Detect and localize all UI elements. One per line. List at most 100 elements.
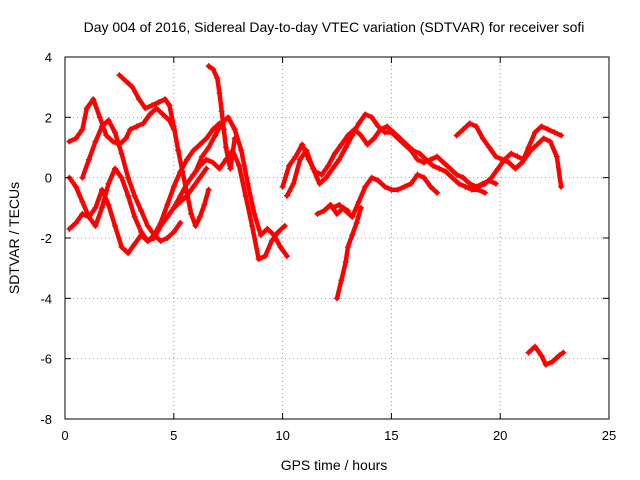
data-point xyxy=(514,153,521,160)
series-pass-2 xyxy=(116,72,212,229)
data-point xyxy=(549,358,556,365)
data-point xyxy=(434,189,441,196)
data-point xyxy=(149,102,156,109)
data-point xyxy=(72,183,79,190)
data-point xyxy=(375,123,382,130)
data-point xyxy=(223,144,230,151)
data-point xyxy=(72,219,79,226)
data-point xyxy=(218,120,225,127)
y-tick-label: -2 xyxy=(40,231,52,246)
y-tick-label: 4 xyxy=(45,50,52,65)
series-pass-7 xyxy=(170,147,288,263)
data-point xyxy=(72,135,79,142)
data-point xyxy=(236,162,243,169)
data-point xyxy=(338,141,345,148)
data-point xyxy=(209,159,216,166)
data-point xyxy=(170,183,177,190)
data-point xyxy=(340,204,347,211)
series-pass-12 xyxy=(314,201,351,217)
data-point xyxy=(223,156,230,163)
data-point xyxy=(157,222,164,229)
series-trace xyxy=(67,166,209,256)
data-point xyxy=(368,174,375,181)
data-point xyxy=(112,222,119,229)
data-point xyxy=(177,192,184,199)
data-point xyxy=(297,156,304,163)
data-point xyxy=(521,156,528,163)
data-point xyxy=(212,132,219,139)
data-point xyxy=(486,144,493,151)
data-point xyxy=(112,129,119,136)
data-point xyxy=(155,99,162,106)
data-point xyxy=(249,222,256,229)
data-point xyxy=(427,183,434,190)
data-point xyxy=(423,156,430,163)
data-point xyxy=(401,183,408,190)
series-pass-16 xyxy=(525,343,567,368)
data-point xyxy=(214,75,221,82)
data-point xyxy=(190,171,197,178)
data-point xyxy=(403,141,410,148)
data-point xyxy=(505,159,512,166)
data-point xyxy=(146,111,153,118)
y-axis-label: SDTVAR / TECUs xyxy=(6,182,22,294)
y-tick-label: -4 xyxy=(40,291,52,306)
data-point xyxy=(414,171,421,178)
data-point xyxy=(196,174,203,181)
data-point xyxy=(157,238,164,245)
data-point xyxy=(434,153,441,160)
data-point xyxy=(299,141,306,148)
data-point xyxy=(205,186,212,193)
data-point xyxy=(177,168,184,175)
data-point xyxy=(190,183,197,190)
data-point xyxy=(131,213,138,220)
x-tick-label: 20 xyxy=(493,428,507,443)
data-point xyxy=(209,66,216,73)
data-point xyxy=(534,141,541,148)
data-point xyxy=(79,126,86,133)
data-point xyxy=(203,135,210,142)
data-point xyxy=(481,180,488,187)
data-point xyxy=(244,180,251,187)
data-point xyxy=(122,78,129,85)
data-point xyxy=(125,174,132,181)
data-point xyxy=(329,165,336,172)
data-point xyxy=(85,213,92,220)
y-tick-label: 2 xyxy=(45,110,52,125)
data-point xyxy=(314,210,321,217)
data-point xyxy=(453,132,460,139)
data-point xyxy=(479,135,486,142)
data-point xyxy=(292,153,299,160)
data-point xyxy=(466,180,473,187)
data-point xyxy=(118,244,125,251)
data-point xyxy=(334,295,340,302)
data-point xyxy=(542,361,549,368)
data-point xyxy=(449,174,456,181)
data-point xyxy=(83,105,90,112)
data-point xyxy=(175,147,182,154)
data-point xyxy=(192,222,199,229)
series-pass-8 xyxy=(192,114,290,260)
data-point xyxy=(495,165,502,172)
data-point xyxy=(460,126,467,133)
data-point xyxy=(281,222,288,229)
data-point xyxy=(205,63,212,70)
data-point xyxy=(105,117,112,124)
data-point xyxy=(190,147,197,154)
data-point xyxy=(138,207,145,214)
y-tick-label: -6 xyxy=(40,352,52,367)
data-point xyxy=(492,180,499,187)
x-axis-label: GPS time / hours xyxy=(281,457,388,473)
data-point xyxy=(353,219,360,226)
x-tick-label: 25 xyxy=(602,428,616,443)
data-point xyxy=(532,343,539,350)
data-point xyxy=(525,144,532,151)
data-point xyxy=(131,192,138,199)
data-point xyxy=(98,123,105,130)
data-point xyxy=(560,349,567,356)
data-point xyxy=(508,150,515,157)
data-point xyxy=(414,156,421,163)
data-point xyxy=(109,138,116,145)
data-point xyxy=(238,147,245,154)
